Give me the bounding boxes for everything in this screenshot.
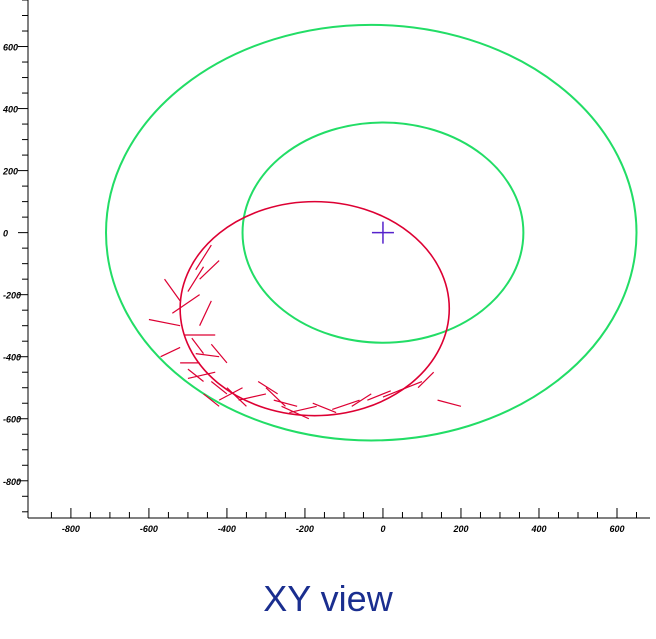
hit-segment xyxy=(351,393,372,407)
hit-segment xyxy=(218,387,243,401)
y-tick-label: 0 xyxy=(3,229,8,239)
axes: -800 -600 -400 -200 0 200 400 600 600 400 200 0 -200… xyxy=(2,0,650,534)
track-circle xyxy=(179,200,451,417)
hit-segment xyxy=(417,371,435,389)
x-tick-label: -400 xyxy=(218,524,236,534)
origin-marker xyxy=(371,221,394,244)
hit-segment xyxy=(187,266,205,292)
y-tick-label: -800 xyxy=(3,477,21,487)
hit-segment xyxy=(398,380,423,392)
inner-detector-circle xyxy=(241,121,525,344)
hit-segment xyxy=(199,300,212,326)
hit-segment xyxy=(191,337,205,354)
y-tick-label: 600 xyxy=(3,43,18,53)
hit-segment xyxy=(312,402,337,414)
hit-segment xyxy=(148,318,181,327)
y-tick-label: -400 xyxy=(3,353,21,363)
hit-segment xyxy=(238,393,267,401)
hit-segment xyxy=(160,346,181,358)
hit-segment xyxy=(164,278,181,302)
outer-detector-circle xyxy=(105,23,638,442)
y-tick-label: 200 xyxy=(2,167,18,177)
x-tick-label: 200 xyxy=(452,524,468,534)
hit-segment xyxy=(199,260,220,280)
x-tick-label: 600 xyxy=(609,524,624,534)
hit-segment xyxy=(273,399,298,407)
hit-segment xyxy=(187,368,204,382)
track-group xyxy=(148,200,462,420)
hit-segment xyxy=(289,405,317,414)
detector-circles xyxy=(105,23,638,442)
hit-segment xyxy=(257,381,278,395)
hit-segment xyxy=(203,393,220,407)
y-tick-label: -200 xyxy=(3,291,21,301)
x-tick-label: -800 xyxy=(62,524,80,534)
hit-segment xyxy=(171,294,200,314)
xy-view-plot: -800 -600 -400 -200 0 200 400 600 600 400 200 0 -200… xyxy=(2,0,650,534)
figure-caption: XY view xyxy=(263,578,393,619)
hit-segment xyxy=(332,399,360,411)
x-tick-label: 0 xyxy=(380,524,385,534)
hit-segment xyxy=(210,381,228,395)
hit-segment xyxy=(187,371,216,380)
hit-segment xyxy=(437,399,462,407)
hit-segment xyxy=(281,405,310,420)
x-tick-label: -200 xyxy=(296,524,314,534)
hit-segment xyxy=(367,390,391,401)
hit-segment xyxy=(265,387,286,407)
x-tick-label: -600 xyxy=(140,524,158,534)
x-tick-label: 400 xyxy=(530,524,546,534)
hit-segment xyxy=(226,387,247,407)
y-tick-label: -600 xyxy=(3,415,21,425)
hit-segment xyxy=(210,343,228,364)
hit-segment xyxy=(195,244,212,271)
y-tick-label: 400 xyxy=(2,105,18,115)
hit-segment xyxy=(195,353,220,358)
